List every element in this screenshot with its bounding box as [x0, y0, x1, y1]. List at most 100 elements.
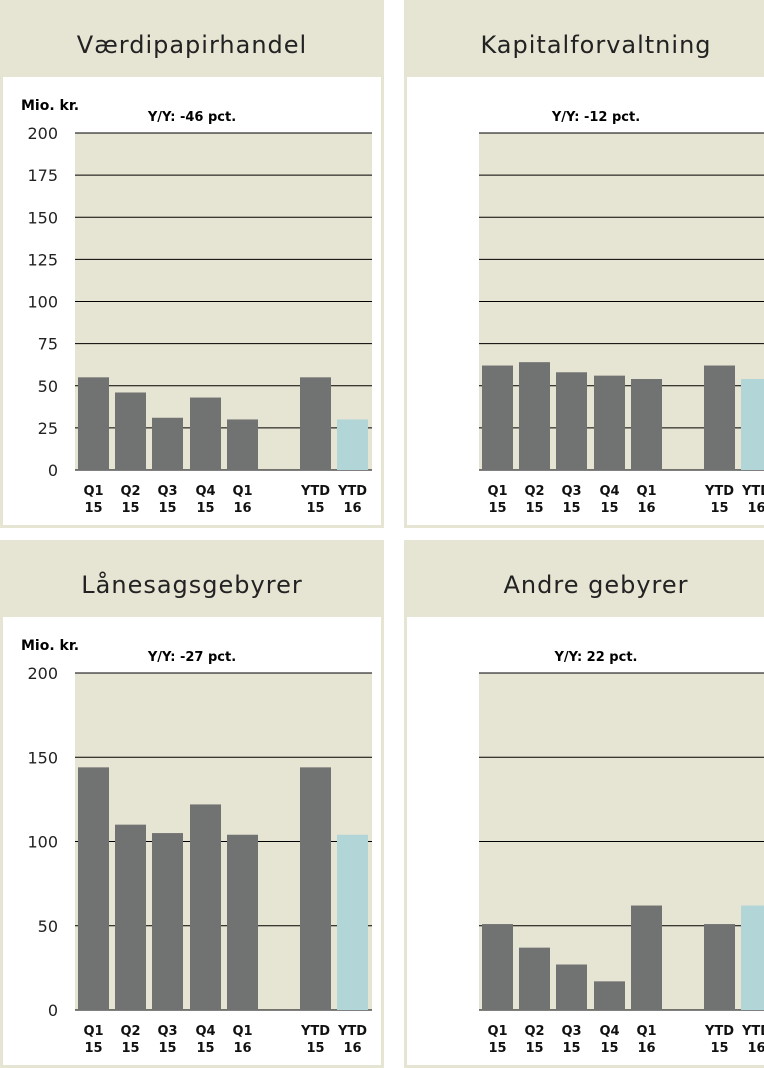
bar	[594, 981, 625, 1010]
x-tick-label: Q4	[599, 1024, 619, 1039]
bar	[704, 924, 735, 1010]
yoy-change-label: Y/Y: 22 pct.	[554, 650, 638, 665]
y-tick-label: 150	[27, 748, 58, 767]
x-tick-label: Q3	[561, 1024, 581, 1039]
x-tick-label-year: 15	[600, 1041, 618, 1056]
x-tick-label-year: 15	[121, 501, 139, 516]
bar	[337, 834, 368, 1010]
x-tick-label-year: 16	[747, 1041, 764, 1056]
x-tick-label: YTD	[741, 1024, 764, 1039]
x-tick-label: YTD	[704, 1024, 734, 1039]
x-tick-label-year: 15	[562, 501, 580, 516]
x-tick-label-year: 15	[488, 501, 506, 516]
chart-panel-laanesagsgebyrer: Lånesagsgebyrer 0 50 100 150 200 Q1 15 Q2 15 Q3 15…	[0, 540, 384, 1068]
x-tick-label: Q1	[83, 484, 103, 499]
x-tick-label: Q1	[636, 1024, 656, 1039]
bar	[78, 377, 109, 470]
x-tick-label: Q2	[524, 484, 544, 499]
x-tick-label-year: 15	[158, 1041, 176, 1056]
chart-panel-andre-gebyrer: Andre gebyrer Q1 15 Q2 15 Q3 15 Q4 15 Q1 16 YTD 15 Y…	[404, 540, 764, 1068]
y-tick-label: 50	[38, 917, 58, 936]
bar	[115, 824, 146, 1010]
x-tick-label-year: 15	[525, 501, 543, 516]
x-tick-label-year: 15	[84, 1041, 102, 1056]
y-tick-label: 150	[27, 208, 58, 227]
bar	[300, 377, 331, 470]
x-tick-label-year: 16	[343, 1041, 361, 1056]
chart-panel-vaerdipapirhandel: Værdipapirhandel 0 25 50 75 100 125 150 175 200 Q…	[0, 0, 384, 528]
x-tick-label-year: 15	[562, 1041, 580, 1056]
bar-chart: 0 25 50 75 100 125 150 175 200 Q1 15 Q2 15 Q3 15 Q4 15 Q1…	[27, 124, 372, 516]
x-tick-label: Q4	[195, 484, 215, 499]
x-tick-label-year: 15	[525, 1041, 543, 1056]
panel-border	[404, 0, 764, 528]
x-tick-label: Q4	[599, 484, 619, 499]
x-tick-label-year: 15	[196, 501, 214, 516]
bar-chart: Q1 15 Q2 15 Q3 15 Q4 15 Q1 16 YTD 15 YTD 16	[479, 132, 764, 516]
x-tick-label-year: 16	[747, 501, 764, 516]
bar	[556, 964, 587, 1010]
x-tick-label: YTD	[337, 484, 367, 499]
chart-title: Kapitalforvaltning	[404, 0, 764, 77]
bar	[556, 372, 587, 470]
x-tick-label-year: 16	[343, 501, 361, 516]
x-tick-label-year: 15	[121, 1041, 139, 1056]
y-tick-label: 75	[38, 335, 58, 354]
x-tick-label: YTD	[300, 1024, 330, 1039]
y-tick-label: 100	[27, 293, 58, 312]
yoy-change-label: Y/Y: -12 pct.	[551, 110, 641, 125]
x-tick-label: Q2	[524, 1024, 544, 1039]
x-tick-label: YTD	[741, 484, 764, 499]
x-tick-label-year: 15	[306, 1041, 324, 1056]
x-tick-label-year: 16	[637, 1041, 655, 1056]
bar	[337, 419, 368, 470]
bar-chart: 0 50 100 150 200 Q1 15 Q2 15 Q3 15 Q4 15 Q1 16 YTD 15 YTD…	[27, 664, 372, 1056]
x-tick-label-year: 15	[196, 1041, 214, 1056]
x-tick-label-year: 16	[233, 1041, 251, 1056]
bar	[594, 375, 625, 470]
x-tick-label: Q1	[487, 484, 507, 499]
bar	[704, 365, 735, 470]
bar	[519, 947, 550, 1010]
x-tick-label: Q2	[120, 1024, 140, 1039]
chart-title: Værdipapirhandel	[0, 0, 384, 77]
chart-panel-kapitalforvaltning: Kapitalforvaltning Q1 15 Q2 15 Q3 15 Q4 15 Q1 16 Y…	[404, 0, 764, 528]
bar	[190, 804, 221, 1010]
x-tick-label-year: 15	[84, 501, 102, 516]
x-tick-label: Q1	[232, 484, 252, 499]
x-tick-label-year: 16	[233, 501, 251, 516]
y-tick-label: 50	[38, 377, 58, 396]
y-tick-label: 0	[48, 461, 58, 480]
chart-title: Lånesagsgebyrer	[0, 540, 384, 617]
bar-chart: Q1 15 Q2 15 Q3 15 Q4 15 Q1 16 YTD 15 YTD 16	[479, 672, 764, 1056]
y-axis-unit-label: Mio. kr.	[21, 638, 80, 654]
y-axis-unit-label: Mio. kr.	[21, 98, 80, 114]
x-tick-label-year: 15	[488, 1041, 506, 1056]
x-tick-label: Q1	[487, 1024, 507, 1039]
panel-border	[0, 0, 384, 528]
bar	[227, 419, 258, 470]
y-tick-label: 200	[27, 124, 58, 143]
x-tick-label: Q2	[120, 484, 140, 499]
y-tick-label: 125	[27, 250, 58, 269]
x-tick-label: YTD	[300, 484, 330, 499]
x-tick-label: Q1	[636, 484, 656, 499]
x-tick-label: Q3	[157, 484, 177, 499]
bar	[482, 365, 513, 470]
bar	[741, 379, 764, 470]
chart-title: Andre gebyrer	[404, 540, 764, 617]
x-tick-label: YTD	[704, 484, 734, 499]
yoy-change-label: Y/Y: -27 pct.	[147, 650, 237, 665]
x-tick-label: YTD	[337, 1024, 367, 1039]
y-tick-label: 0	[48, 1001, 58, 1020]
bar	[78, 767, 109, 1010]
x-tick-label-year: 15	[710, 1041, 728, 1056]
bar	[152, 833, 183, 1010]
x-tick-label-year: 15	[710, 501, 728, 516]
x-tick-label: Q1	[232, 1024, 252, 1039]
bar	[152, 417, 183, 470]
bar	[631, 379, 662, 470]
bar	[482, 924, 513, 1010]
bar	[227, 834, 258, 1010]
x-tick-label-year: 16	[637, 501, 655, 516]
